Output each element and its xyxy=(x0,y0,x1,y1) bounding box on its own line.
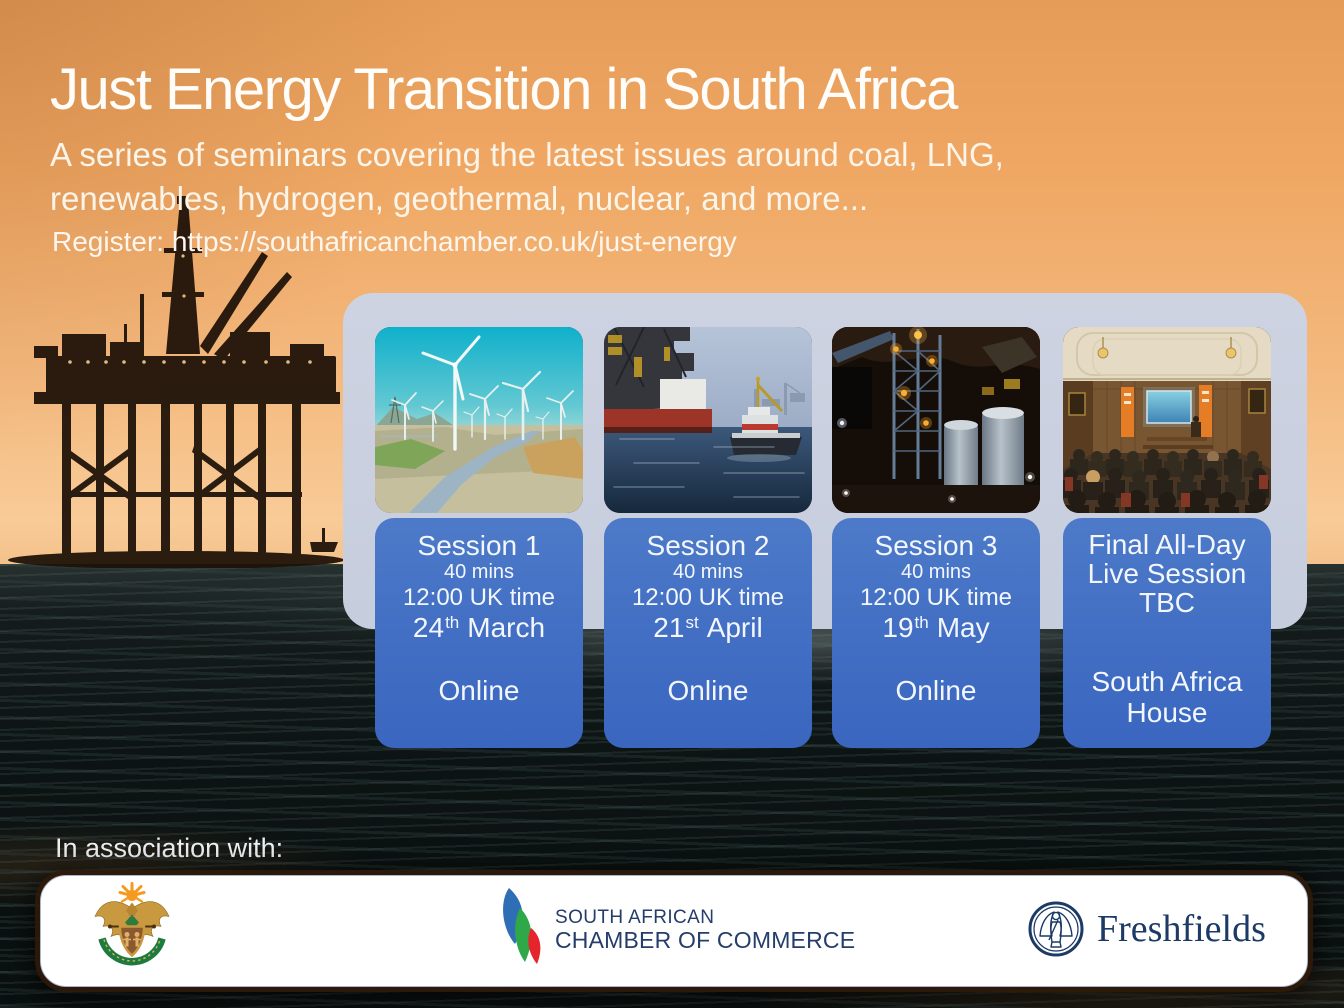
session-1-photo xyxy=(375,327,583,513)
association-label: In association with: xyxy=(55,833,284,863)
freshfields-angel-emblem-icon xyxy=(1028,901,1084,957)
final-session-card: Final All-Day Live Session TBC South Afr… xyxy=(1063,518,1271,748)
session-date: 19th May xyxy=(882,612,990,643)
session-3-card: Session 3 40 mins 12:00 UK time 19th May … xyxy=(832,518,1040,748)
wind-farm-illustration xyxy=(375,327,583,513)
session-date: 21st April xyxy=(653,612,763,643)
session-title: Session 2 xyxy=(646,530,770,561)
freshfields-logo: Freshfields xyxy=(1027,900,1266,958)
session-time: 12:00 UK time xyxy=(402,584,556,611)
session-3-photo xyxy=(832,327,1040,513)
page-title: Just Energy Transition in South Africa xyxy=(50,57,958,122)
session-2-photo xyxy=(604,327,812,513)
session-title: Session 3 xyxy=(874,530,998,561)
session-location: Online xyxy=(667,675,749,706)
chamber-wordmark: SOUTH AFRICAN CHAMBER OF COMMERCE xyxy=(555,907,856,953)
session-location: Online xyxy=(895,675,977,706)
subtitle-line-2: renewables, hydrogen, geothermal, nuclea… xyxy=(50,180,869,217)
session-1-card: Session 1 40 mins 12:00 UK time 24th Marc… xyxy=(375,518,583,748)
register-url[interactable]: Register: https://southafricanchamber.co… xyxy=(52,226,737,257)
session-2-card: Session 2 40 mins 12:00 UK time 21st Apri… xyxy=(604,518,812,748)
session-duration: 40 mins xyxy=(672,561,744,583)
session-location: Online xyxy=(438,675,520,706)
chamber-of-commerce-logo: SOUTH AFRICAN CHAMBER OF COMMERCE xyxy=(487,888,855,972)
mine-night-illustration xyxy=(832,327,1040,513)
final-session-location: South Africa House xyxy=(1091,666,1243,728)
seminar-room-illustration xyxy=(1063,327,1271,513)
session-time: 12:00 UK time xyxy=(859,584,1013,611)
final-session-title: Final All-Day Live Session TBC xyxy=(1087,529,1247,618)
session-duration: 40 mins xyxy=(443,561,515,583)
session-4-photo xyxy=(1063,327,1271,513)
session-date: 24th March xyxy=(412,612,546,643)
harbour-illustration xyxy=(604,327,812,513)
subtitle: A series of seminars covering the latest… xyxy=(50,133,1200,221)
session-title: Session 1 xyxy=(417,530,541,561)
session-time: 12:00 UK time xyxy=(631,584,785,611)
freshfields-wordmark: Freshfields xyxy=(1097,908,1266,950)
subtitle-line-1: A series of seminars covering the latest… xyxy=(50,136,1004,173)
chamber-swoosh-icon xyxy=(503,888,541,964)
south-africa-coat-of-arms-icon xyxy=(94,882,170,966)
oil-rig-silhouette xyxy=(8,196,344,568)
session-duration: 40 mins xyxy=(900,561,972,583)
partner-logo-bar: SOUTH AFRICAN CHAMBER OF COMMERCE Freshf… xyxy=(40,875,1308,987)
